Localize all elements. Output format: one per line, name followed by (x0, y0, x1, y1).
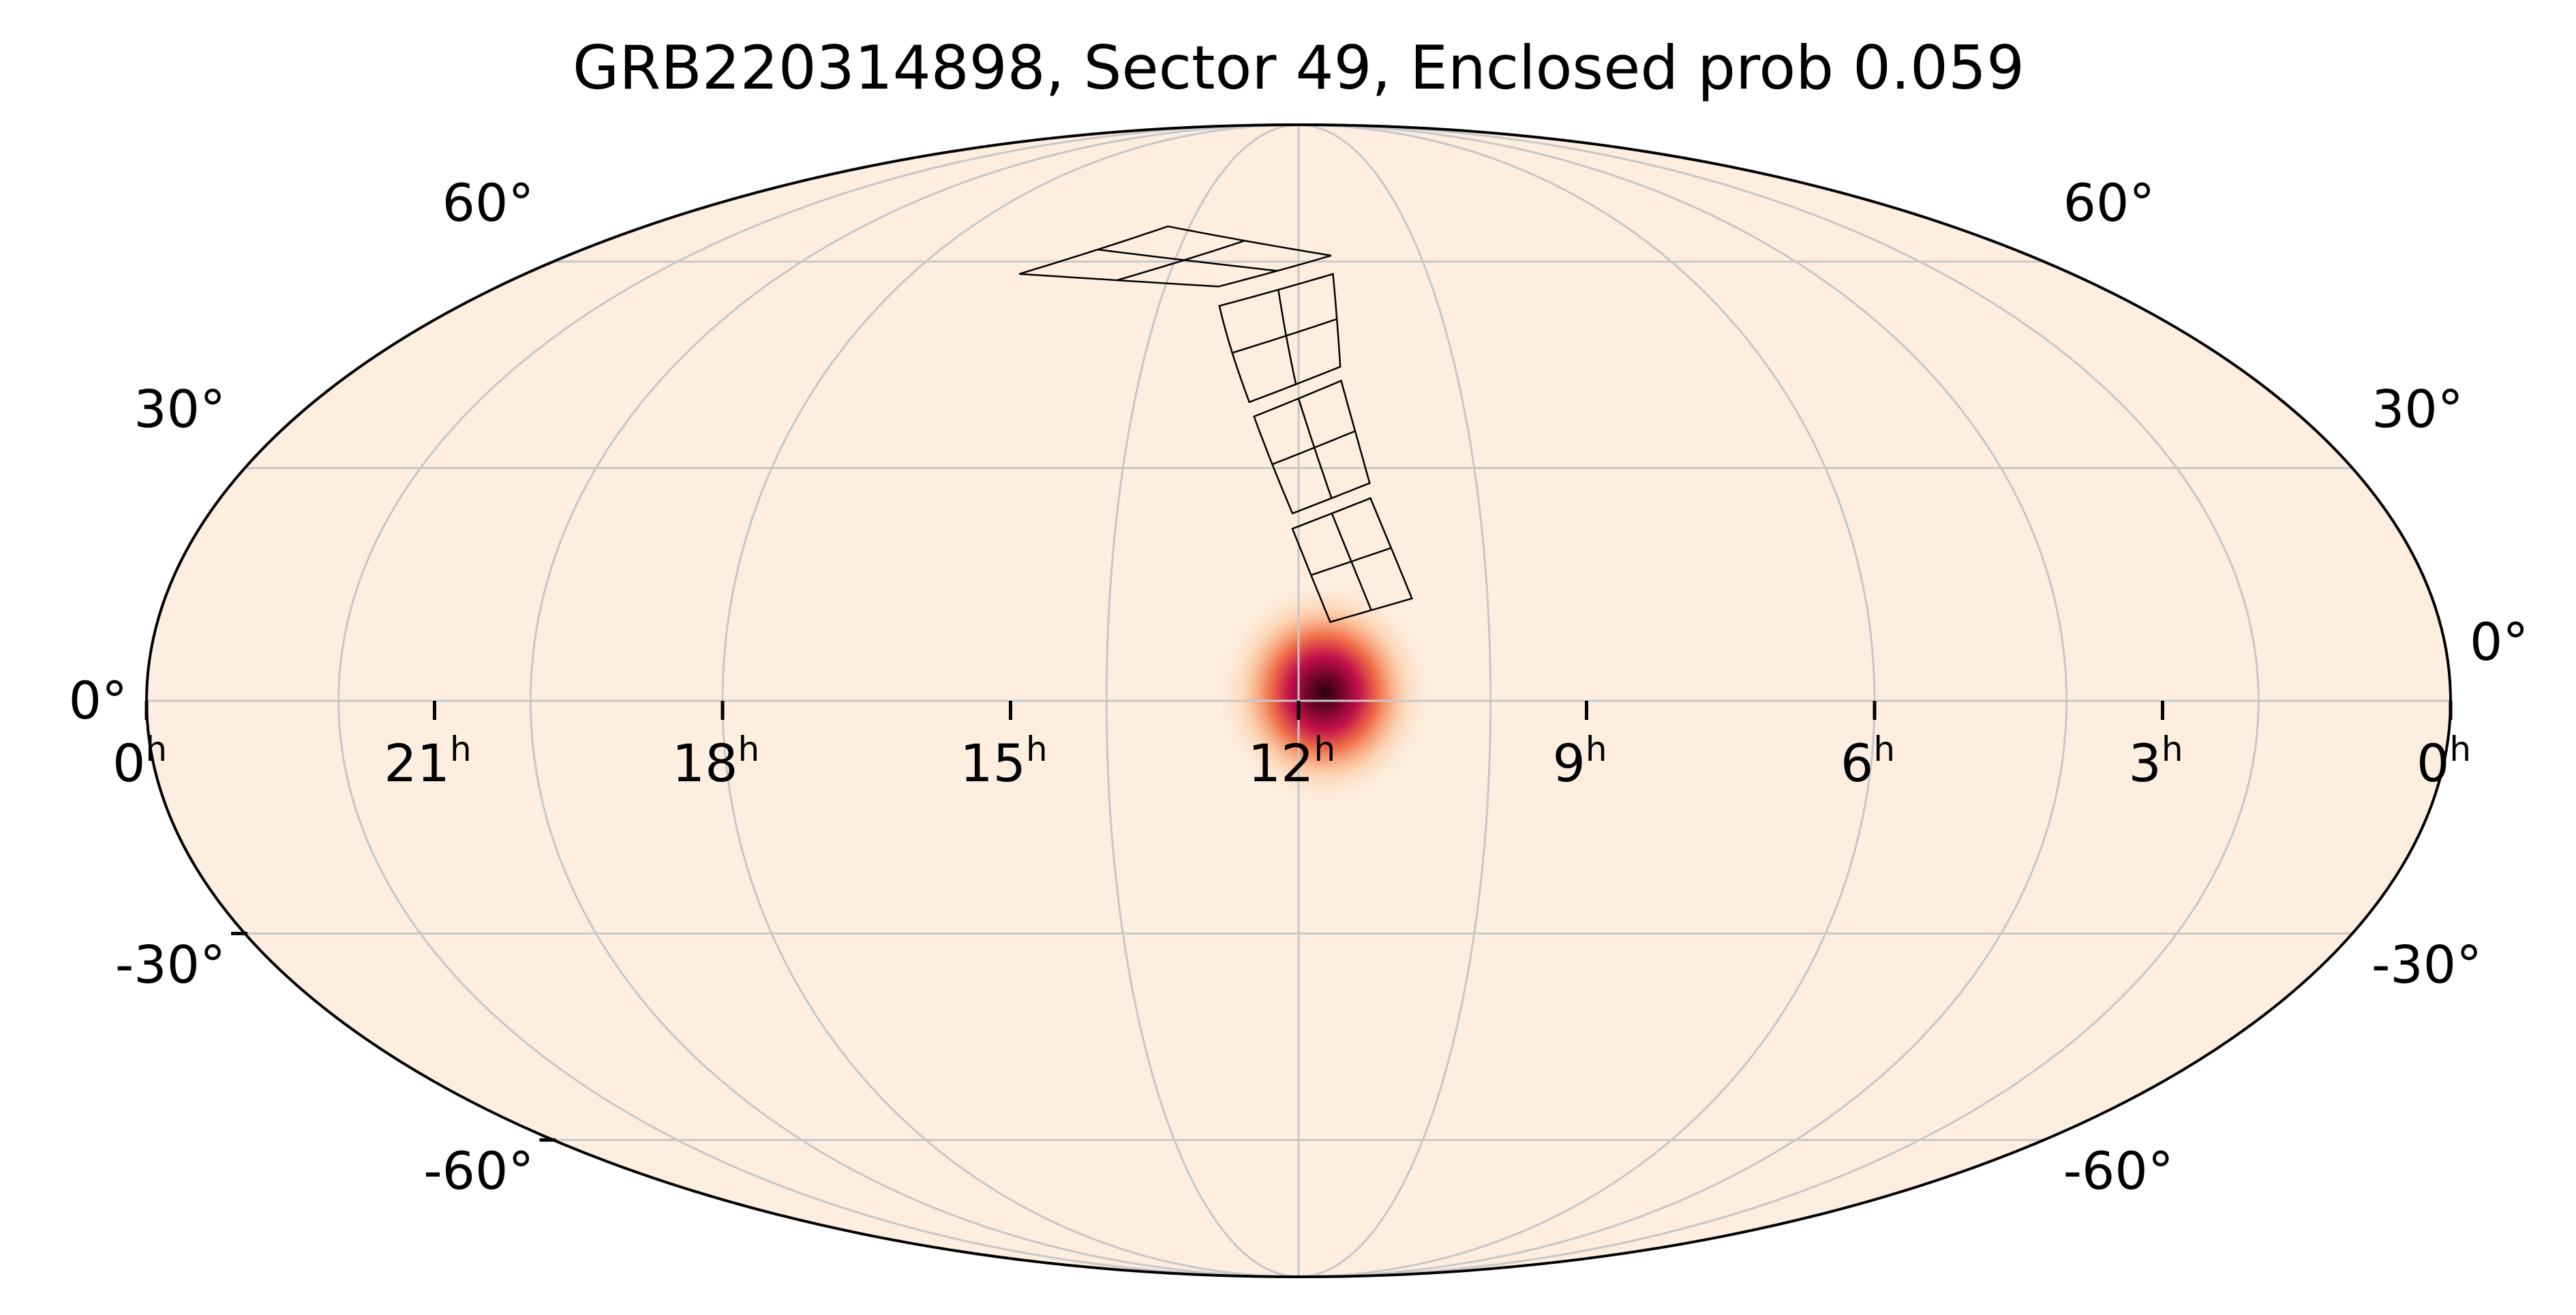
ra-tick-value: 0 (2416, 733, 2449, 793)
ccd-divider (1272, 430, 1356, 466)
ra-tick-value: 3 (2128, 733, 2161, 793)
ra-tick-unit: h (738, 729, 760, 769)
ra-tick-unit: h (1314, 729, 1336, 769)
ra-tick-unit: h (1873, 729, 1895, 769)
dec-label-right: -60° (2063, 1140, 2174, 1201)
ra-tick-unit: h (1586, 729, 1607, 769)
footprint-camera-2 (1253, 379, 1371, 515)
ra-labels: 0h 21h 18h 15h 12h 9h 6h 3h 0h (112, 729, 2471, 793)
footprint-camera-4 (1018, 225, 1332, 288)
ra-tick-value: 12 (1248, 733, 1314, 793)
dec-label-left: 60° (442, 172, 534, 233)
dec-label-left: 30° (134, 379, 226, 440)
ra-tick-unit: h (2162, 729, 2183, 769)
ra-tick-value: 21 (384, 733, 450, 793)
ra-tick-unit: h (1026, 729, 1048, 769)
camera-outline (1218, 273, 1342, 404)
ra-ticks (145, 701, 2453, 720)
dec-label-left: -30° (115, 934, 226, 995)
ra-tick-unit: h (2449, 729, 2471, 769)
ccd-divider (1310, 547, 1392, 576)
dec-label-left: 0° (69, 670, 127, 731)
dec-label-right: 30° (2372, 379, 2464, 440)
ra-tick-unit: h (450, 729, 472, 769)
camera-outline (1253, 379, 1371, 515)
dec-label-right: -30° (2372, 934, 2482, 995)
ra-tick-label: 18h (672, 729, 759, 793)
ra-tick-value: 15 (960, 733, 1026, 793)
dec-label-left: -60° (423, 1140, 534, 1201)
ra-tick-unit: h (145, 729, 167, 769)
ccd-divider (1117, 239, 1245, 282)
ra-tick-label: 6h (1840, 729, 1895, 793)
footprint-camera-1 (1291, 497, 1413, 623)
camera-outline (1291, 497, 1413, 623)
ra-tick-value: 18 (672, 733, 738, 793)
ccd-divider (1232, 318, 1337, 354)
ra-tick-label: 3h (2128, 729, 2183, 793)
dec-label-right: 60° (2063, 172, 2155, 233)
dec-label-right: 0° (2470, 611, 2528, 672)
ra-tick-label: 21h (384, 729, 471, 793)
map-title: GRB220314898, Sector 49, Enclosed prob 0… (573, 33, 2025, 103)
ra-tick-value: 6 (1840, 733, 1873, 793)
ra-tick-label: 12h (1248, 729, 1335, 793)
probability-map (1215, 578, 1434, 807)
ra-tick-label: 9h (1552, 729, 1607, 793)
coordinate-grid (147, 123, 2451, 1278)
dec-labels: 60° 60° 30° 30° 0° 0° -30° -30° -60° -60° (69, 172, 2529, 1201)
probability-peak-spot (1215, 578, 1434, 807)
footprint-camera-3 (1218, 273, 1342, 404)
sector-footprint (1018, 225, 1413, 623)
ra-tick-value: 9 (1552, 733, 1585, 793)
ra-tick-label: 0h (112, 729, 167, 793)
ra-tick-value: 0 (112, 733, 145, 793)
ra-tick-label: 15h (960, 729, 1047, 793)
ra-tick-label: 0h (2416, 729, 2471, 793)
camera-outline (1018, 225, 1332, 288)
